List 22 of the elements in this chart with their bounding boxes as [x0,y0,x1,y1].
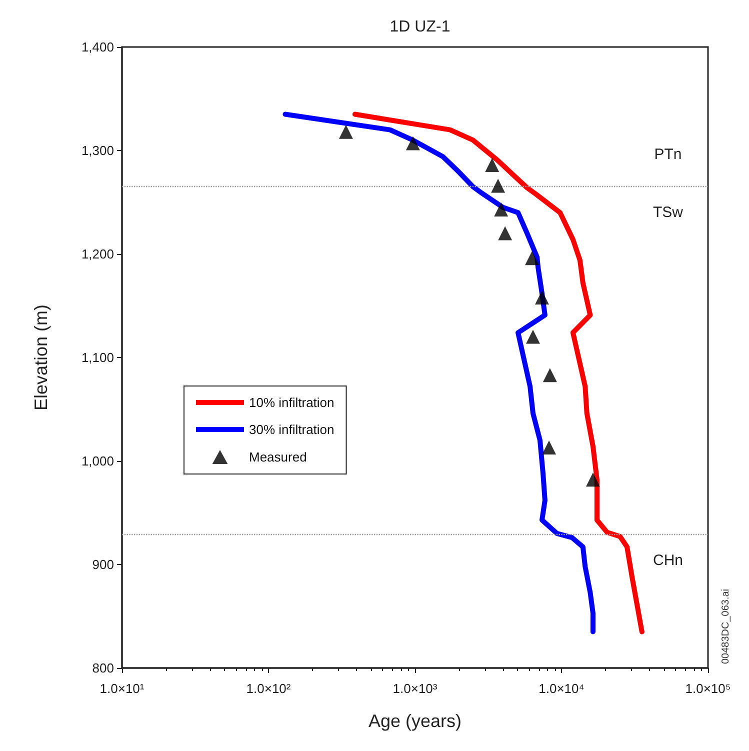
y-tick-label: 1,300 [81,143,114,158]
y-axis-title: Elevation (m) [31,304,51,411]
y-tick-label: 1,200 [81,246,114,262]
chart-title: 1D UZ-1 [390,18,450,36]
y-tick-label: 900 [92,557,114,572]
x-axis-title: Age (years) [368,711,462,731]
y-tick-label: 1,400 [81,40,114,54]
legend-label: 30% infiltration [249,422,334,437]
x-tick-label: 1.0×10¹ [100,681,145,696]
y-tick-label: 800 [92,660,114,676]
x-tick-label: 1.0×10³ [392,681,438,696]
y-tick-label: 1,100 [81,350,114,365]
annotation: CHn [652,552,684,569]
x-tick-label: 1.0×10⁵ [685,681,731,696]
annotation: PTn [654,146,682,164]
x-tick-label: 1.0×10⁴ [538,681,584,696]
annotation: TSw [653,204,684,222]
x-tick-label: 1.0×10² [246,681,292,696]
y-tick-label: 1,000 [81,454,114,468]
text: 00483DC_063.ai [720,588,732,664]
legend-label: 10% infiltration [249,395,334,410]
legend-label: Measured [249,450,307,464]
